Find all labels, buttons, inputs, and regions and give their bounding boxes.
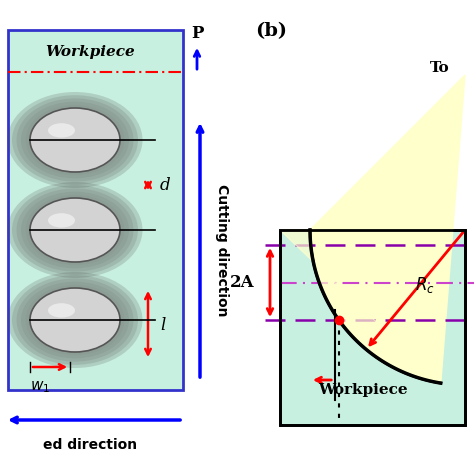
Ellipse shape	[8, 182, 143, 278]
Ellipse shape	[12, 95, 138, 185]
Polygon shape	[280, 230, 441, 383]
Ellipse shape	[12, 185, 138, 275]
Polygon shape	[310, 75, 465, 383]
Text: Workpiece: Workpiece	[45, 45, 135, 59]
Ellipse shape	[48, 213, 75, 228]
Ellipse shape	[30, 108, 120, 172]
Ellipse shape	[21, 191, 129, 268]
Text: 2A: 2A	[230, 274, 255, 291]
Ellipse shape	[35, 291, 116, 349]
Text: Workpiece: Workpiece	[318, 383, 407, 397]
Text: (b): (b)	[255, 22, 287, 40]
Ellipse shape	[48, 211, 102, 249]
Ellipse shape	[35, 201, 116, 259]
Ellipse shape	[44, 118, 107, 163]
Ellipse shape	[17, 188, 134, 272]
Text: ed direction: ed direction	[43, 438, 137, 452]
Ellipse shape	[44, 208, 107, 252]
Ellipse shape	[30, 198, 120, 262]
Ellipse shape	[21, 101, 129, 178]
Ellipse shape	[48, 301, 102, 339]
FancyBboxPatch shape	[280, 230, 465, 425]
Ellipse shape	[30, 288, 120, 352]
Text: d: d	[160, 176, 171, 193]
Ellipse shape	[26, 285, 125, 355]
Text: $w_1$: $w_1$	[30, 379, 50, 395]
Text: $R_c$: $R_c$	[415, 275, 435, 295]
Ellipse shape	[30, 108, 120, 172]
Text: To: To	[430, 61, 450, 75]
Ellipse shape	[8, 272, 143, 368]
Text: l: l	[160, 317, 165, 334]
Ellipse shape	[17, 99, 134, 182]
Ellipse shape	[26, 105, 125, 175]
Ellipse shape	[30, 288, 120, 352]
Ellipse shape	[48, 121, 102, 159]
Ellipse shape	[21, 282, 129, 358]
Text: Cutting direction: Cutting direction	[215, 184, 229, 316]
FancyBboxPatch shape	[8, 30, 183, 390]
Ellipse shape	[44, 298, 107, 342]
Ellipse shape	[17, 278, 134, 362]
Ellipse shape	[30, 198, 120, 262]
Ellipse shape	[39, 114, 111, 165]
Ellipse shape	[35, 111, 116, 169]
Ellipse shape	[48, 303, 75, 318]
Ellipse shape	[48, 123, 75, 137]
Ellipse shape	[8, 92, 143, 188]
Ellipse shape	[26, 195, 125, 265]
Ellipse shape	[39, 294, 111, 346]
Ellipse shape	[12, 275, 138, 365]
Text: P: P	[191, 25, 203, 42]
Ellipse shape	[39, 204, 111, 255]
